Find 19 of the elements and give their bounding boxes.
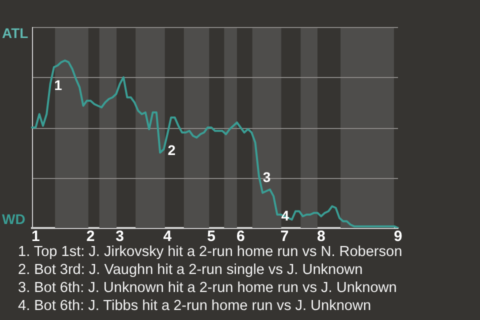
annotation: 4 [281,207,290,224]
x-tick-label: 6 [236,228,245,246]
x-tick-label: 9 [394,228,402,246]
x-tick-label: 5 [207,228,216,246]
x-tick-label: 4 [163,228,172,246]
text: 4. Bot 6th: J. Tibbs hit a 2-run home run vs J. Unknown [18,297,372,315]
text: ATL [2,25,28,41]
text: 1. Top 1st: J. Jirkovsky hit a 2-run home run vs N. Roberson [18,243,402,261]
text: 2. Bot 3rd: J. Vaughn hit a 2-run single vs J. Unknown [18,261,364,279]
x-tick-label: 3 [116,228,124,246]
annotation: 2 [168,142,176,158]
x-tick-label: 7 [280,228,289,246]
text: WD [2,211,26,227]
x-tick-label: 8 [316,228,326,246]
annotation: 1 [54,76,62,93]
text: 3. Bot 6th: J. Unknown hit a 2-run home run vs J. Unknown [18,279,398,297]
annotation: 3 [262,168,271,185]
x-tick-label: 1 [31,228,40,246]
x-tick-label: 2 [86,228,95,246]
